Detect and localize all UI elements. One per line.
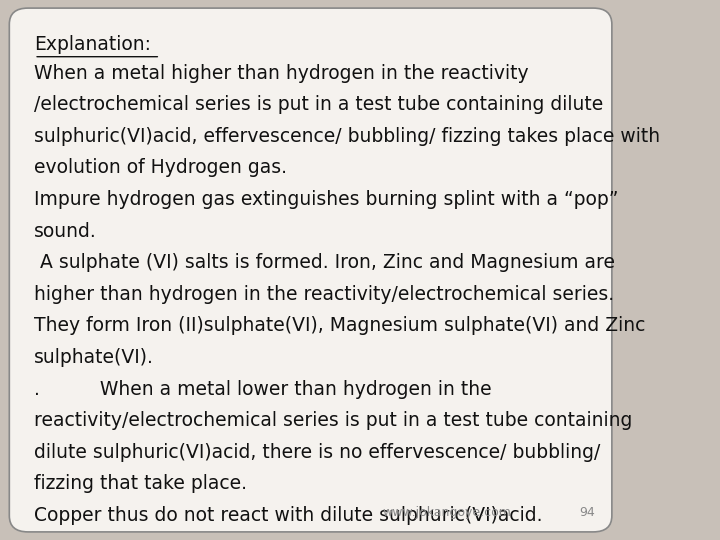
Text: sulphate(VI).: sulphate(VI).	[34, 348, 154, 367]
FancyBboxPatch shape	[9, 8, 612, 532]
Text: .          When a metal lower than hydrogen in the: . When a metal lower than hydrogen in th…	[34, 380, 492, 399]
Text: sound.: sound.	[34, 222, 97, 241]
Text: When a metal higher than hydrogen in the reactivity: When a metal higher than hydrogen in the…	[34, 64, 528, 83]
Text: Copper thus do not react with dilute sulphuric(VI)acid.: Copper thus do not react with dilute sul…	[34, 506, 543, 525]
Text: fizzing that take place.: fizzing that take place.	[34, 475, 247, 494]
Text: dilute sulphuric(VI)acid, there is no effervescence/ bubbling/: dilute sulphuric(VI)acid, there is no ef…	[34, 443, 600, 462]
Text: A sulphate (VI) salts is formed. Iron, Zinc and Magnesium are: A sulphate (VI) salts is formed. Iron, Z…	[34, 253, 615, 272]
Text: higher than hydrogen in the reactivity/electrochemical series.: higher than hydrogen in the reactivity/e…	[34, 285, 614, 304]
Text: Explanation:: Explanation:	[34, 35, 151, 54]
Text: Impure hydrogen gas extinguishes burning splint with a “pop”: Impure hydrogen gas extinguishes burning…	[34, 190, 618, 209]
Text: www.jokangoye.com: www.jokangoye.com	[382, 507, 511, 519]
Text: sulphuric(VI)acid, effervescence/ bubbling/ fizzing takes place with: sulphuric(VI)acid, effervescence/ bubbli…	[34, 127, 660, 146]
Text: They form Iron (II)sulphate(VI), Magnesium sulphate(VI) and Zinc: They form Iron (II)sulphate(VI), Magnesi…	[34, 316, 646, 335]
Text: evolution of Hydrogen gas.: evolution of Hydrogen gas.	[34, 159, 287, 178]
Text: reactivity/electrochemical series is put in a test tube containing: reactivity/electrochemical series is put…	[34, 411, 633, 430]
Text: 94: 94	[579, 507, 595, 519]
Text: /electrochemical series is put in a test tube containing dilute: /electrochemical series is put in a test…	[34, 95, 603, 114]
